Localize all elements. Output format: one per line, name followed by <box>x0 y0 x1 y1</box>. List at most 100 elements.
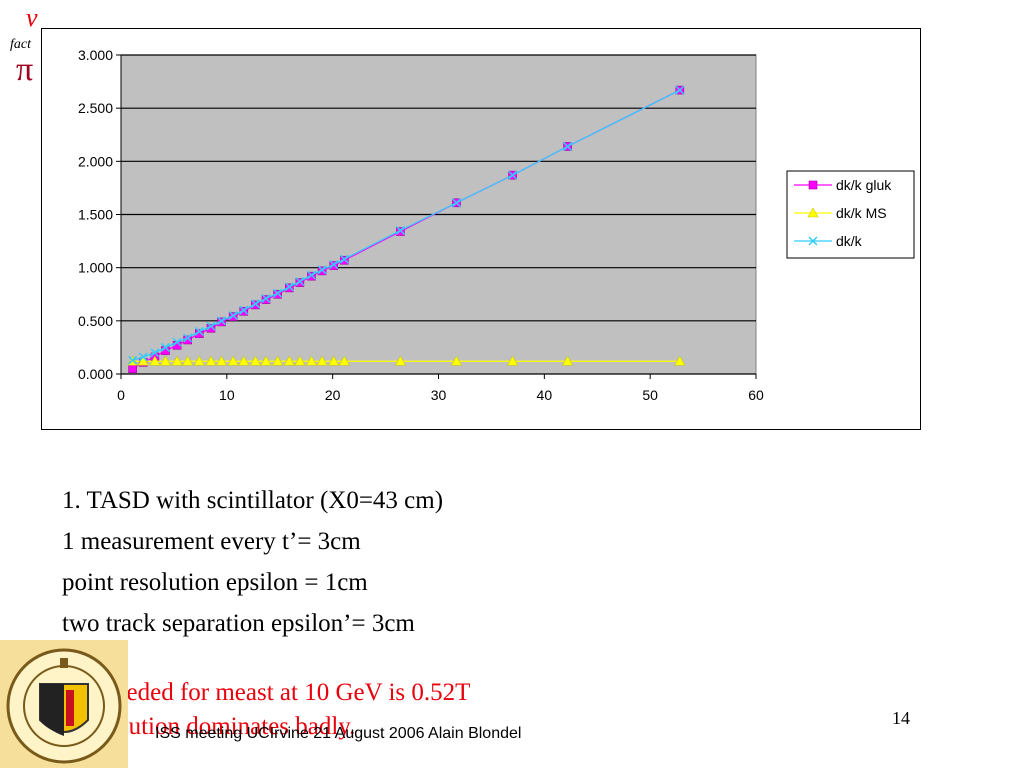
data-point <box>284 282 294 292</box>
svg-text:fact: fact <box>10 37 32 52</box>
data-point <box>450 355 463 366</box>
data-point <box>284 283 294 293</box>
data-point <box>507 355 519 366</box>
svg-text:ν: ν <box>26 4 38 32</box>
series-3 <box>128 85 685 365</box>
data-point <box>249 355 261 366</box>
data-point <box>128 364 137 373</box>
text-line: 1. TASD with scintillator (X0=43 cm) <box>62 487 444 514</box>
data-point <box>238 355 250 366</box>
data-point <box>183 333 193 343</box>
data-point <box>306 270 317 280</box>
data-point <box>194 326 204 336</box>
x-tick-label: 50 <box>642 387 658 403</box>
data-point <box>137 355 149 366</box>
data-point <box>329 259 339 270</box>
legend-item: dk/k MS <box>794 205 887 221</box>
y-tick-label: 0.500 <box>78 313 113 329</box>
data-point <box>562 355 574 366</box>
data-point <box>250 299 260 309</box>
data-point <box>260 355 272 366</box>
data-point <box>227 355 239 366</box>
data-point <box>205 355 217 366</box>
data-point <box>307 271 316 281</box>
data-point <box>273 288 283 298</box>
legend-item: dk/k gluk <box>794 177 892 193</box>
data-point <box>261 293 271 304</box>
data-point <box>675 85 685 95</box>
data-point <box>128 355 138 365</box>
y-tick-label: 0.000 <box>78 366 113 382</box>
x-tick-label: 0 <box>117 387 125 403</box>
data-point <box>283 355 295 366</box>
text-line: two track separation epsilon’= 3cm <box>62 610 415 637</box>
y-tick-label: 2.000 <box>78 153 113 169</box>
footer-text: ISS meeting UCIrvine 21 August 2006 Alai… <box>155 725 522 742</box>
data-point <box>294 355 306 366</box>
legend-label: dk/k gluk <box>836 177 892 193</box>
data-point <box>216 355 228 366</box>
red-text-line: B needed for meast at 10 GeV is 0.52T <box>80 679 471 706</box>
nufact-logo-icon: ν fact π <box>10 3 38 88</box>
data-point <box>316 355 328 366</box>
legend-marker <box>808 236 818 246</box>
data-point <box>394 355 406 366</box>
legend: dk/k gluk dk/k MS dk/k <box>786 170 915 259</box>
data-point <box>317 265 327 275</box>
data-point <box>395 225 405 235</box>
y-tick-label: 1.000 <box>78 260 113 276</box>
data-point <box>261 295 271 304</box>
legend-label: dk/k <box>836 233 863 249</box>
y-tick-label: 3.000 <box>78 47 113 63</box>
data-point <box>305 355 318 366</box>
data-point <box>193 355 205 366</box>
data-point <box>273 289 282 299</box>
data-point <box>217 316 227 326</box>
data-point <box>160 342 170 352</box>
legend-marker <box>807 207 819 218</box>
data-point <box>674 355 686 366</box>
y-tick-label: 2.500 <box>78 100 113 116</box>
data-point <box>508 170 518 180</box>
page-number: 14 <box>892 708 910 728</box>
data-point <box>239 305 249 315</box>
data-point <box>317 266 327 276</box>
data-point <box>171 355 183 366</box>
data-point <box>206 321 216 331</box>
y-tick-label: 1.500 <box>78 207 113 223</box>
legend-label: dk/k MS <box>836 205 887 221</box>
nufact-logo: ν fact π <box>8 3 48 88</box>
data-point <box>159 355 171 366</box>
data-point <box>150 348 160 358</box>
data-point <box>251 300 260 310</box>
x-tick-label: 10 <box>219 387 235 403</box>
data-point <box>451 198 462 208</box>
data-point <box>339 254 349 264</box>
text-line: point resolution epsilon = 1cm <box>62 569 368 596</box>
data-point <box>172 337 182 347</box>
legend-item: dk/k <box>794 233 863 249</box>
data-point <box>340 255 349 265</box>
data-point <box>217 317 226 327</box>
data-point <box>295 276 305 287</box>
data-point <box>239 306 249 316</box>
x-tick-label: 40 <box>537 387 553 403</box>
data-point <box>182 355 194 366</box>
chart-frame: 0.000 0.500 1.000 1.500 2.000 2.500 3.000 0 10 20… <box>41 28 921 430</box>
data-point <box>338 355 350 366</box>
body-text: 1. TASD with scintillator (X0=43 cm) 1 m… <box>62 480 443 644</box>
data-point <box>149 355 161 366</box>
svg-text:π: π <box>16 51 33 86</box>
university-seal <box>0 640 128 768</box>
data-point <box>272 355 284 366</box>
chart: 0.000 0.500 1.000 1.500 2.000 2.500 3.000 0 10 20… <box>78 47 915 403</box>
data-point <box>563 141 573 151</box>
data-point <box>295 278 305 287</box>
text-line: 1 measurement every t’= 3cm <box>62 528 361 555</box>
university-geneva-seal-icon <box>0 640 128 768</box>
data-point <box>138 352 148 362</box>
x-tick-label: 30 <box>431 387 447 403</box>
legend-marker <box>808 180 818 190</box>
x-tick-label: 20 <box>325 387 341 403</box>
data-point <box>328 355 340 366</box>
